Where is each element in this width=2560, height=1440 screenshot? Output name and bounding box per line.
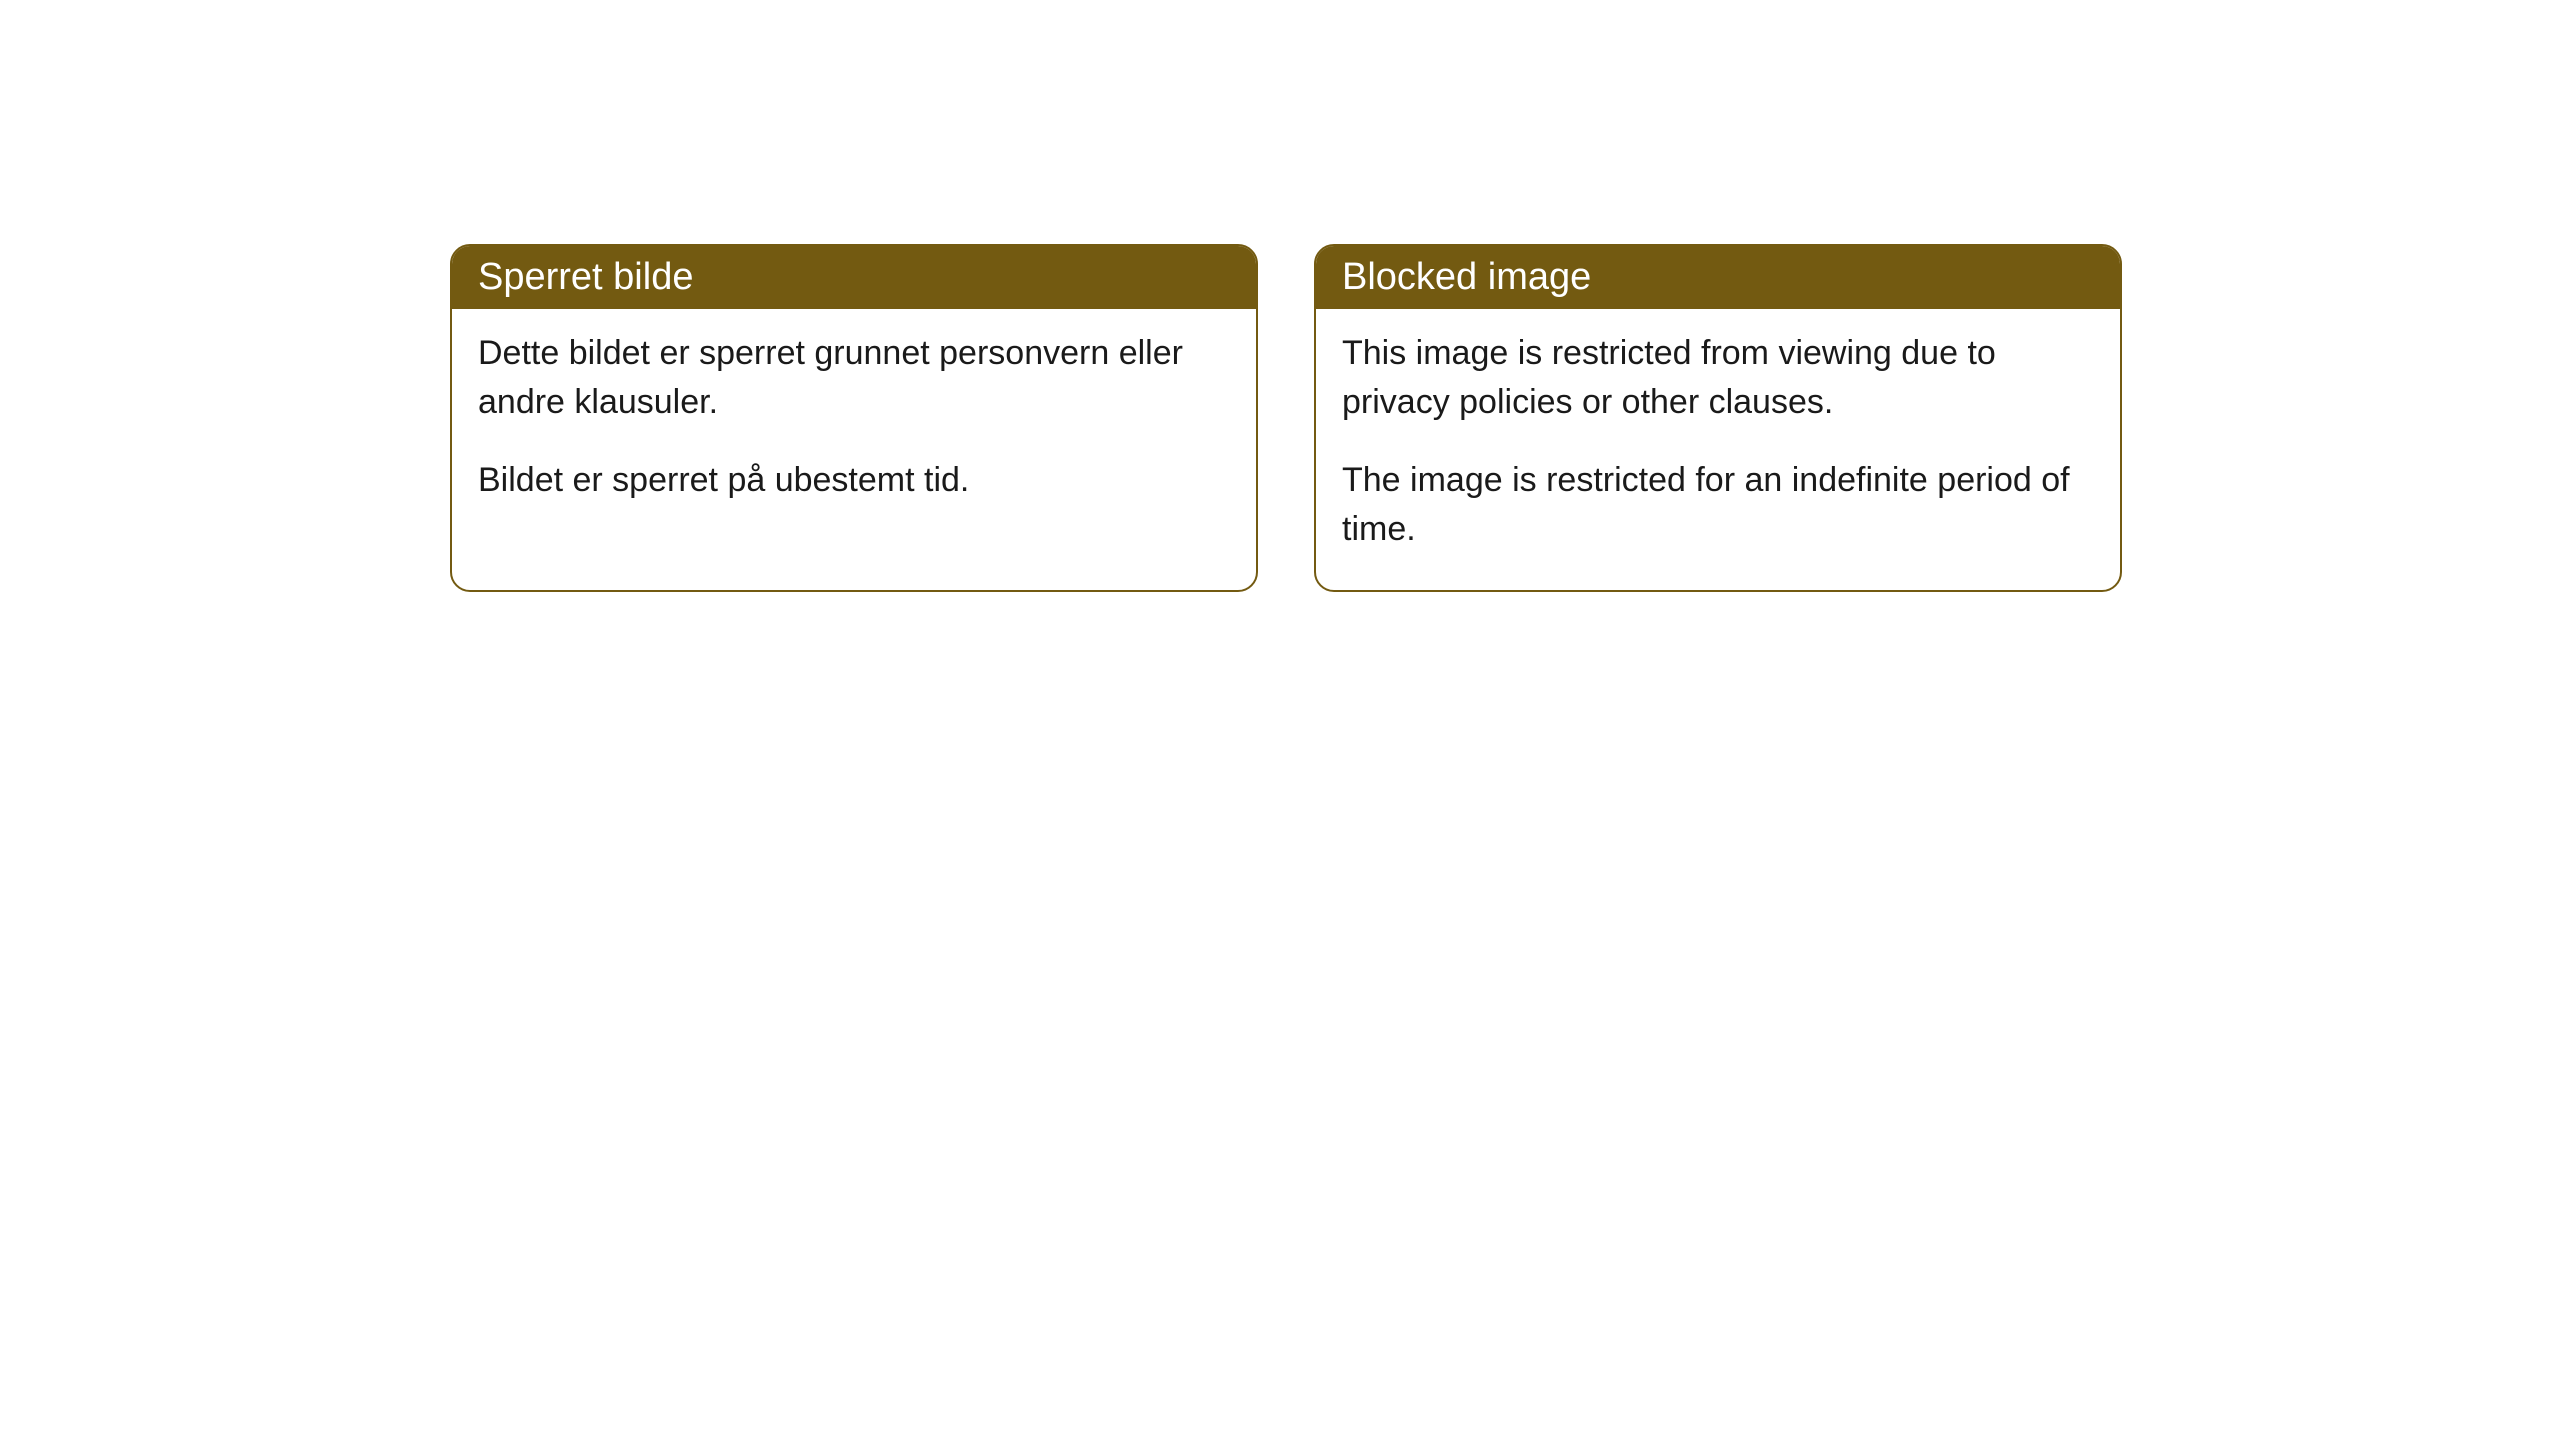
notice-title: Sperret bilde (478, 256, 693, 298)
notice-card-english: Blocked image This image is restricted f… (1314, 244, 2122, 592)
notice-header: Sperret bilde (452, 246, 1256, 309)
notice-title: Blocked image (1342, 256, 1591, 298)
notice-paragraph: Dette bildet er sperret grunnet personve… (478, 329, 1230, 428)
notice-paragraph: The image is restricted for an indefinit… (1342, 456, 2094, 555)
notice-paragraph: This image is restricted from viewing du… (1342, 329, 2094, 428)
notice-paragraph: Bildet er sperret på ubestemt tid. (478, 456, 1230, 505)
notice-header: Blocked image (1316, 246, 2120, 309)
notice-card-norwegian: Sperret bilde Dette bildet er sperret gr… (450, 244, 1258, 592)
notice-body: Dette bildet er sperret grunnet personve… (452, 309, 1256, 541)
notice-container: Sperret bilde Dette bildet er sperret gr… (450, 244, 2122, 592)
notice-body: This image is restricted from viewing du… (1316, 309, 2120, 590)
